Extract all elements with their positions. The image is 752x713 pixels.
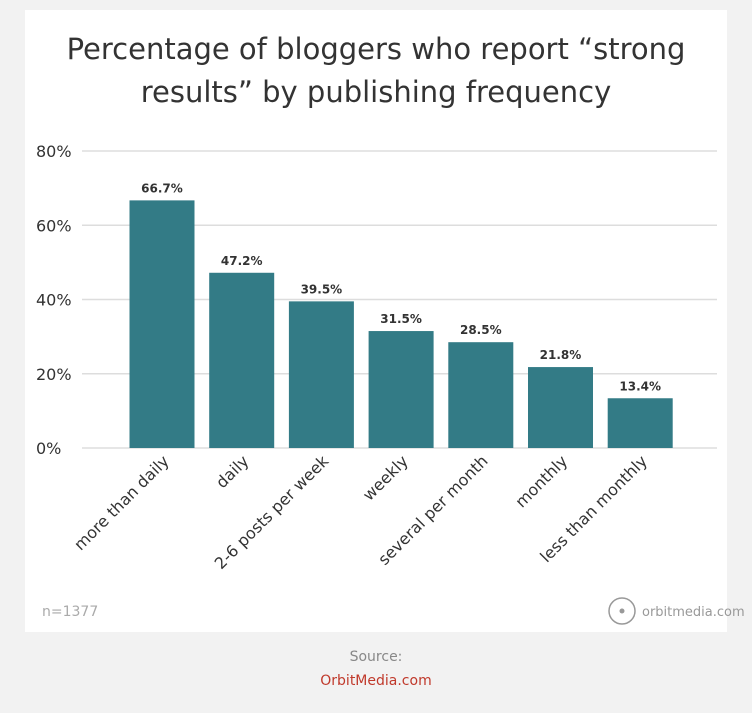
value-label: 21.8% [540, 348, 582, 362]
value-label: 13.4% [619, 379, 661, 393]
bar [368, 331, 434, 448]
x-tick-label: more than daily [70, 451, 173, 554]
y-tick-label: 0% [36, 439, 61, 458]
y-tick-label: 80% [36, 142, 72, 161]
bar [528, 367, 593, 448]
y-tick-label: 60% [36, 216, 72, 235]
value-label: 28.5% [460, 323, 502, 337]
value-label: 39.5% [301, 282, 343, 296]
x-tick-label: monthly [511, 451, 571, 511]
bar [448, 342, 514, 448]
value-label: 66.7% [141, 181, 183, 195]
chart-title: Percentage of bloggers who report “stron… [66, 32, 686, 109]
value-label: 31.5% [380, 312, 422, 326]
bar [607, 398, 673, 448]
note: n=1377 [42, 604, 98, 620]
logo-dot [619, 608, 625, 614]
bar [129, 200, 195, 448]
y-tick-label: 20% [36, 365, 72, 384]
x-tick-label: weekly [359, 451, 412, 504]
watermark: orbitmedia.com [642, 605, 745, 620]
bar [209, 272, 275, 448]
y-tick-label: 40% [36, 291, 72, 310]
x-tick-label: daily [212, 451, 253, 492]
source-link[interactable]: OrbitMedia.com [320, 673, 432, 689]
bar [288, 301, 354, 448]
footer: Source: OrbitMedia.com [0, 645, 752, 693]
value-label: 47.2% [221, 254, 263, 268]
source-label: Source: [349, 649, 403, 665]
logo-ring [608, 597, 636, 625]
